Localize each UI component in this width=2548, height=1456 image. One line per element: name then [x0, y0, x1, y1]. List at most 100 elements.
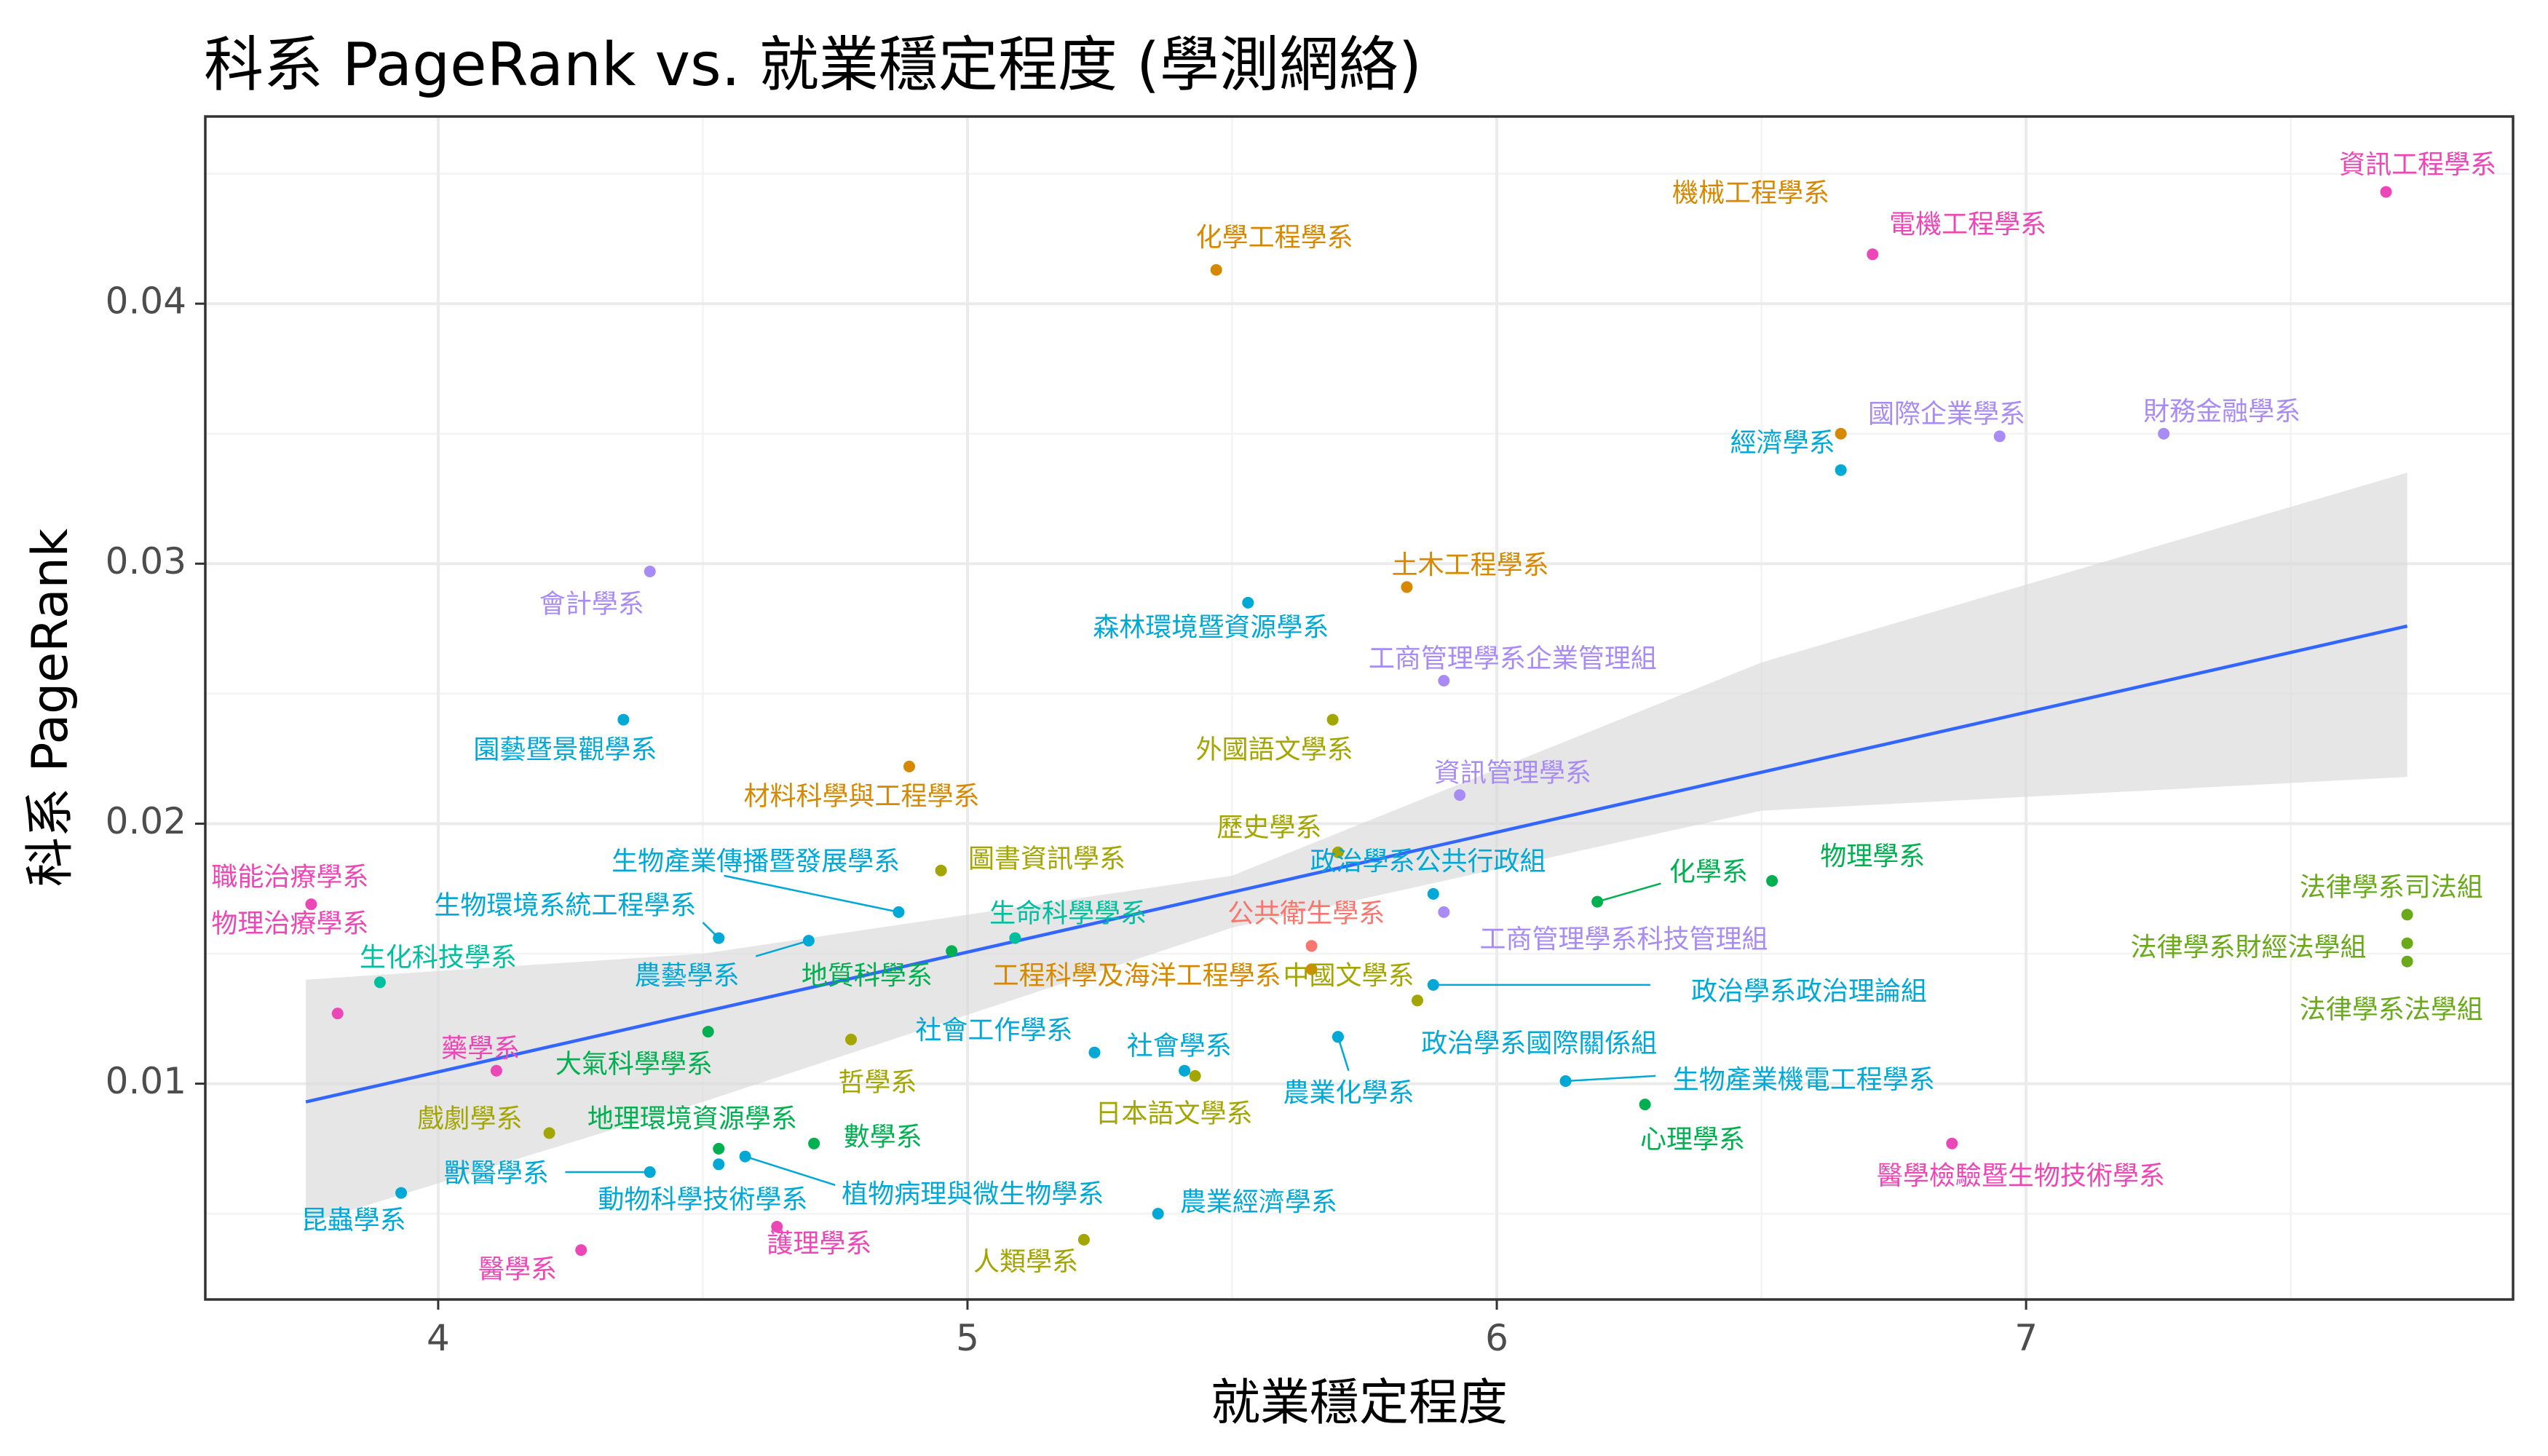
point-label: 法律學系法學組: [2300, 995, 2483, 1025]
data-point: [644, 1166, 656, 1178]
data-point: [331, 1008, 344, 1020]
point-label: 會計學系: [539, 589, 644, 619]
data-point: [1077, 1233, 1090, 1246]
point-label: 昆蟲學系: [301, 1206, 406, 1235]
point-label: 日本語文學系: [1096, 1099, 1253, 1128]
data-point: [1438, 906, 1450, 918]
point-label: 政治學系政治理論組: [1691, 977, 1927, 1007]
point-label: 中國文學系: [1283, 961, 1414, 991]
point-label: 法律學系司法組: [2300, 873, 2483, 903]
data-point: [802, 935, 815, 947]
data-point: [1427, 978, 1439, 991]
data-point: [702, 1026, 714, 1038]
data-point: [1326, 713, 1339, 726]
data-point: [1305, 963, 1318, 976]
data-point: [395, 1187, 408, 1199]
data-point: [935, 864, 947, 877]
data-point: [808, 1137, 820, 1150]
label-leader-line: [1337, 1036, 1350, 1072]
point-label: 歷史學系: [1216, 813, 1321, 843]
x-tick-label: 6: [1485, 1317, 1508, 1359]
data-point: [1152, 1208, 1164, 1220]
point-label: 生物產業機電工程學系: [1673, 1065, 1935, 1095]
point-label: 化學工程學系: [1196, 223, 1353, 253]
point-label: 外國語文學系: [1196, 735, 1353, 764]
point-label: 動物科學技術學系: [598, 1184, 807, 1214]
point-label: 電機工程學系: [1889, 210, 2046, 240]
data-point: [1189, 1069, 1201, 1082]
confidence-band-area: [306, 472, 2407, 1224]
grid: [205, 116, 2513, 1299]
data-point: [1639, 1099, 1651, 1111]
point-label: 土木工程學系: [1392, 550, 1549, 580]
point-label: 藥學系: [441, 1034, 520, 1064]
data-point: [617, 713, 630, 726]
x-tick-label: 4: [427, 1317, 450, 1359]
label-leader-line: [724, 874, 899, 914]
point-label: 圖書資訊學系: [968, 844, 1125, 874]
data-point: [1242, 596, 1254, 609]
data-point: [2380, 186, 2392, 198]
point-label: 農業化學系: [1283, 1078, 1414, 1108]
data-point: [1591, 895, 1604, 908]
point-label: 森林環境暨資源學系: [1093, 613, 1329, 643]
data-point: [1411, 994, 1423, 1007]
point-label: 工商管理學系科技管理組: [1480, 925, 1768, 954]
point-label: 獸醫學系: [444, 1159, 549, 1189]
point-label: 政治學系國際關係組: [1421, 1029, 1657, 1059]
point-label: 資訊工程學系: [2339, 150, 2496, 180]
axes: 4 5 6 7 0.01 0.02 0.03 0.04: [106, 280, 2038, 1359]
point-label: 政治學系公共行政組: [1310, 847, 1546, 877]
point-label: 國際企業學系: [1868, 400, 2025, 430]
point-label: 農業經濟學系: [1180, 1187, 1337, 1217]
data-point: [713, 932, 725, 944]
point-label: 醫學系: [478, 1255, 557, 1285]
point-label: 生物環境系統工程學系: [434, 891, 696, 921]
y-tick-label: 0.03: [106, 540, 186, 582]
data-point: [739, 1150, 751, 1163]
point-label: 工商管理學系企業管理組: [1369, 644, 1657, 673]
data-point: [305, 898, 317, 911]
point-label: 法律學系財經法學組: [2130, 933, 2366, 962]
point-label: 人類學系: [973, 1247, 1078, 1277]
data-point: [1305, 940, 1318, 952]
point-label: 醫學檢驗暨生物技術學系: [1877, 1161, 2165, 1191]
label-leader-line: [1597, 882, 1661, 903]
y-tick-label: 0.01: [106, 1060, 186, 1102]
point-label: 哲學系: [838, 1068, 917, 1098]
data-point: [713, 1158, 725, 1171]
trend-line: [305, 624, 2408, 1104]
confidence-band: [306, 472, 2407, 1224]
point-label: 社會工作學系: [915, 1016, 1072, 1045]
x-tick-label: 7: [2014, 1317, 2038, 1359]
point-label: 護理學系: [767, 1229, 871, 1259]
point-label: 社會學系: [1127, 1032, 1232, 1061]
label-leader-line: [755, 939, 810, 957]
data-point: [1867, 248, 1879, 261]
point-label: 戲劇學系: [418, 1104, 523, 1134]
data-point: [2401, 909, 2413, 921]
data-point: [845, 1033, 858, 1045]
data-point: [1835, 427, 1847, 440]
y-axis-title: 科系 PageRank: [22, 528, 79, 887]
data-point: [946, 945, 958, 957]
data-point: [1766, 875, 1779, 887]
point-label: 園藝暨景觀學系: [473, 735, 657, 764]
label-leader-line: [1565, 1075, 1656, 1083]
data-point: [2401, 937, 2413, 949]
point-label: 機械工程學系: [1672, 178, 1829, 208]
data-point: [1210, 264, 1222, 276]
point-label: 地理環境資源學系: [587, 1104, 797, 1134]
plot-panel-border: [204, 115, 2515, 1301]
data-point: [1438, 675, 1450, 687]
data-points: [305, 186, 2413, 1257]
data-point: [1835, 464, 1847, 476]
data-point: [893, 906, 905, 918]
data-point: [490, 1064, 502, 1077]
point-label: 生物產業傳播暨發展學系: [612, 847, 900, 877]
point-label: 數學系: [844, 1123, 922, 1152]
point-label: 化學系: [1669, 857, 1748, 887]
point-label: 經濟學系: [1730, 428, 1835, 458]
data-point: [1179, 1064, 1191, 1077]
